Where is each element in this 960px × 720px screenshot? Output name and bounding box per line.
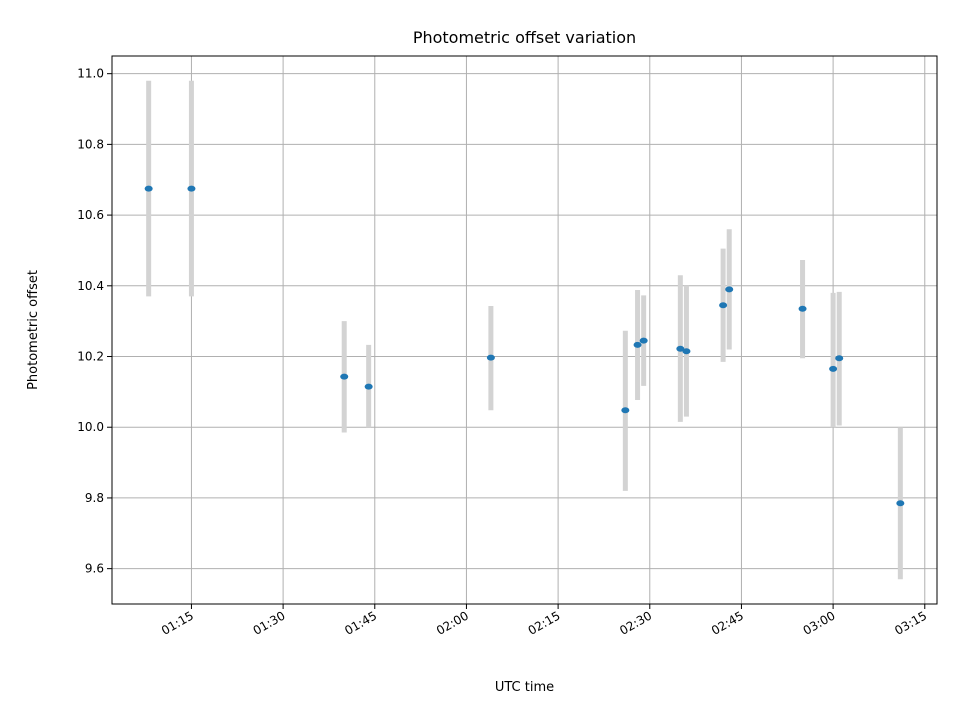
x-tick-label: 01:15	[159, 608, 196, 637]
y-tick-label: 9.6	[85, 562, 104, 576]
x-tick-label: 01:45	[342, 608, 379, 637]
y-tick-label: 10.2	[77, 350, 104, 364]
x-tick-label: 02:30	[617, 608, 654, 637]
data-point	[144, 185, 153, 192]
y-tick-label: 10.8	[77, 137, 104, 151]
x-tick-label: 03:15	[892, 608, 929, 637]
x-tick-label: 02:00	[434, 608, 471, 637]
x-tick-label: 02:15	[526, 608, 563, 637]
y-tick-label: 11.0	[77, 67, 104, 81]
data-point	[725, 286, 734, 293]
data-point	[340, 373, 349, 380]
x-tick-label: 03:00	[801, 608, 838, 637]
y-tick-label: 10.4	[77, 279, 104, 293]
data-point	[187, 185, 196, 192]
data-point	[364, 383, 373, 390]
data-point	[829, 365, 838, 372]
data-point	[639, 337, 648, 344]
data-point	[676, 345, 685, 352]
y-tick-label: 10.6	[77, 208, 104, 222]
point-layer	[144, 185, 905, 507]
y-axis-label: Photometric offset	[26, 270, 41, 390]
data-point	[896, 500, 905, 507]
x-axis-label: UTC time	[495, 680, 554, 695]
x-tick-layer: 01:15 01:30 01:45 02:00 02:15 02:30 02:45 03:00…	[159, 604, 929, 638]
data-point	[798, 305, 807, 312]
data-point	[719, 302, 728, 309]
y-tick-label: 10.0	[77, 420, 104, 434]
data-point	[682, 348, 691, 355]
y-tick-layer: 9.6 9.8 10.0 10.2 10.4 10.6 10.8 11.0	[77, 67, 112, 576]
x-tick-label: 02:45	[709, 608, 746, 637]
grid-layer	[112, 56, 937, 604]
errorbar-layer	[146, 80, 903, 580]
data-point	[633, 341, 642, 348]
data-point	[486, 354, 495, 361]
y-tick-label: 9.8	[85, 491, 104, 505]
x-tick-label: 01:30	[251, 608, 288, 637]
data-point	[621, 407, 630, 414]
chart-title: Photometric offset variation	[413, 28, 636, 47]
plot-frame	[111, 55, 938, 605]
data-point	[835, 355, 844, 362]
